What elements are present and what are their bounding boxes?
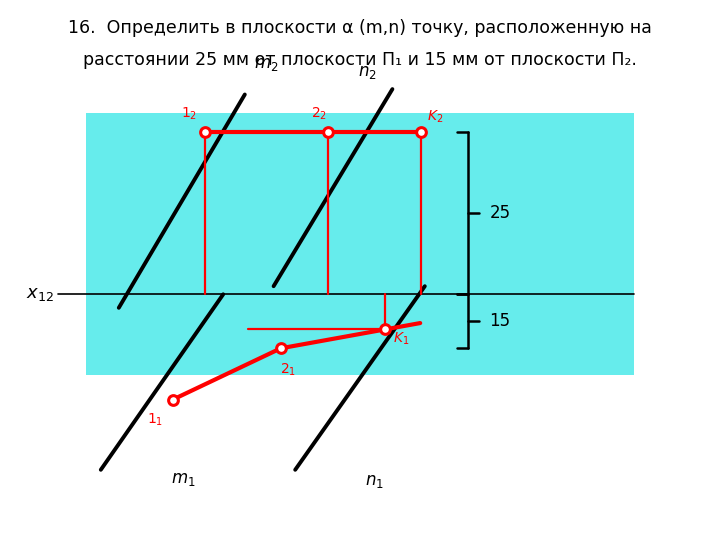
Text: $K_2$: $K_2$ — [428, 109, 444, 125]
Text: 15: 15 — [490, 312, 510, 330]
Text: $1_2$: $1_2$ — [181, 105, 197, 122]
Text: $m_1$: $m_1$ — [171, 470, 196, 488]
Bar — [86, 113, 634, 375]
Text: $n_2$: $n_2$ — [358, 63, 377, 81]
Text: $2_2$: $2_2$ — [311, 105, 327, 122]
Text: 25: 25 — [490, 204, 510, 222]
Text: $n_1$: $n_1$ — [365, 472, 384, 490]
Text: $x_{12}$: $x_{12}$ — [26, 285, 54, 303]
Text: 16.  Определить в плоскости α (m,n) точку, расположенную на: 16. Определить в плоскости α (m,n) точку… — [68, 19, 652, 37]
Text: $1_1$: $1_1$ — [147, 412, 163, 428]
Text: $m_2$: $m_2$ — [254, 55, 279, 73]
Text: расстоянии 25 мм от плоскости Π₁ и 15 мм от плоскости Π₂.: расстоянии 25 мм от плоскости Π₁ и 15 мм… — [83, 51, 637, 69]
Text: $K_1$: $K_1$ — [393, 331, 409, 347]
Text: $2_1$: $2_1$ — [280, 362, 296, 378]
